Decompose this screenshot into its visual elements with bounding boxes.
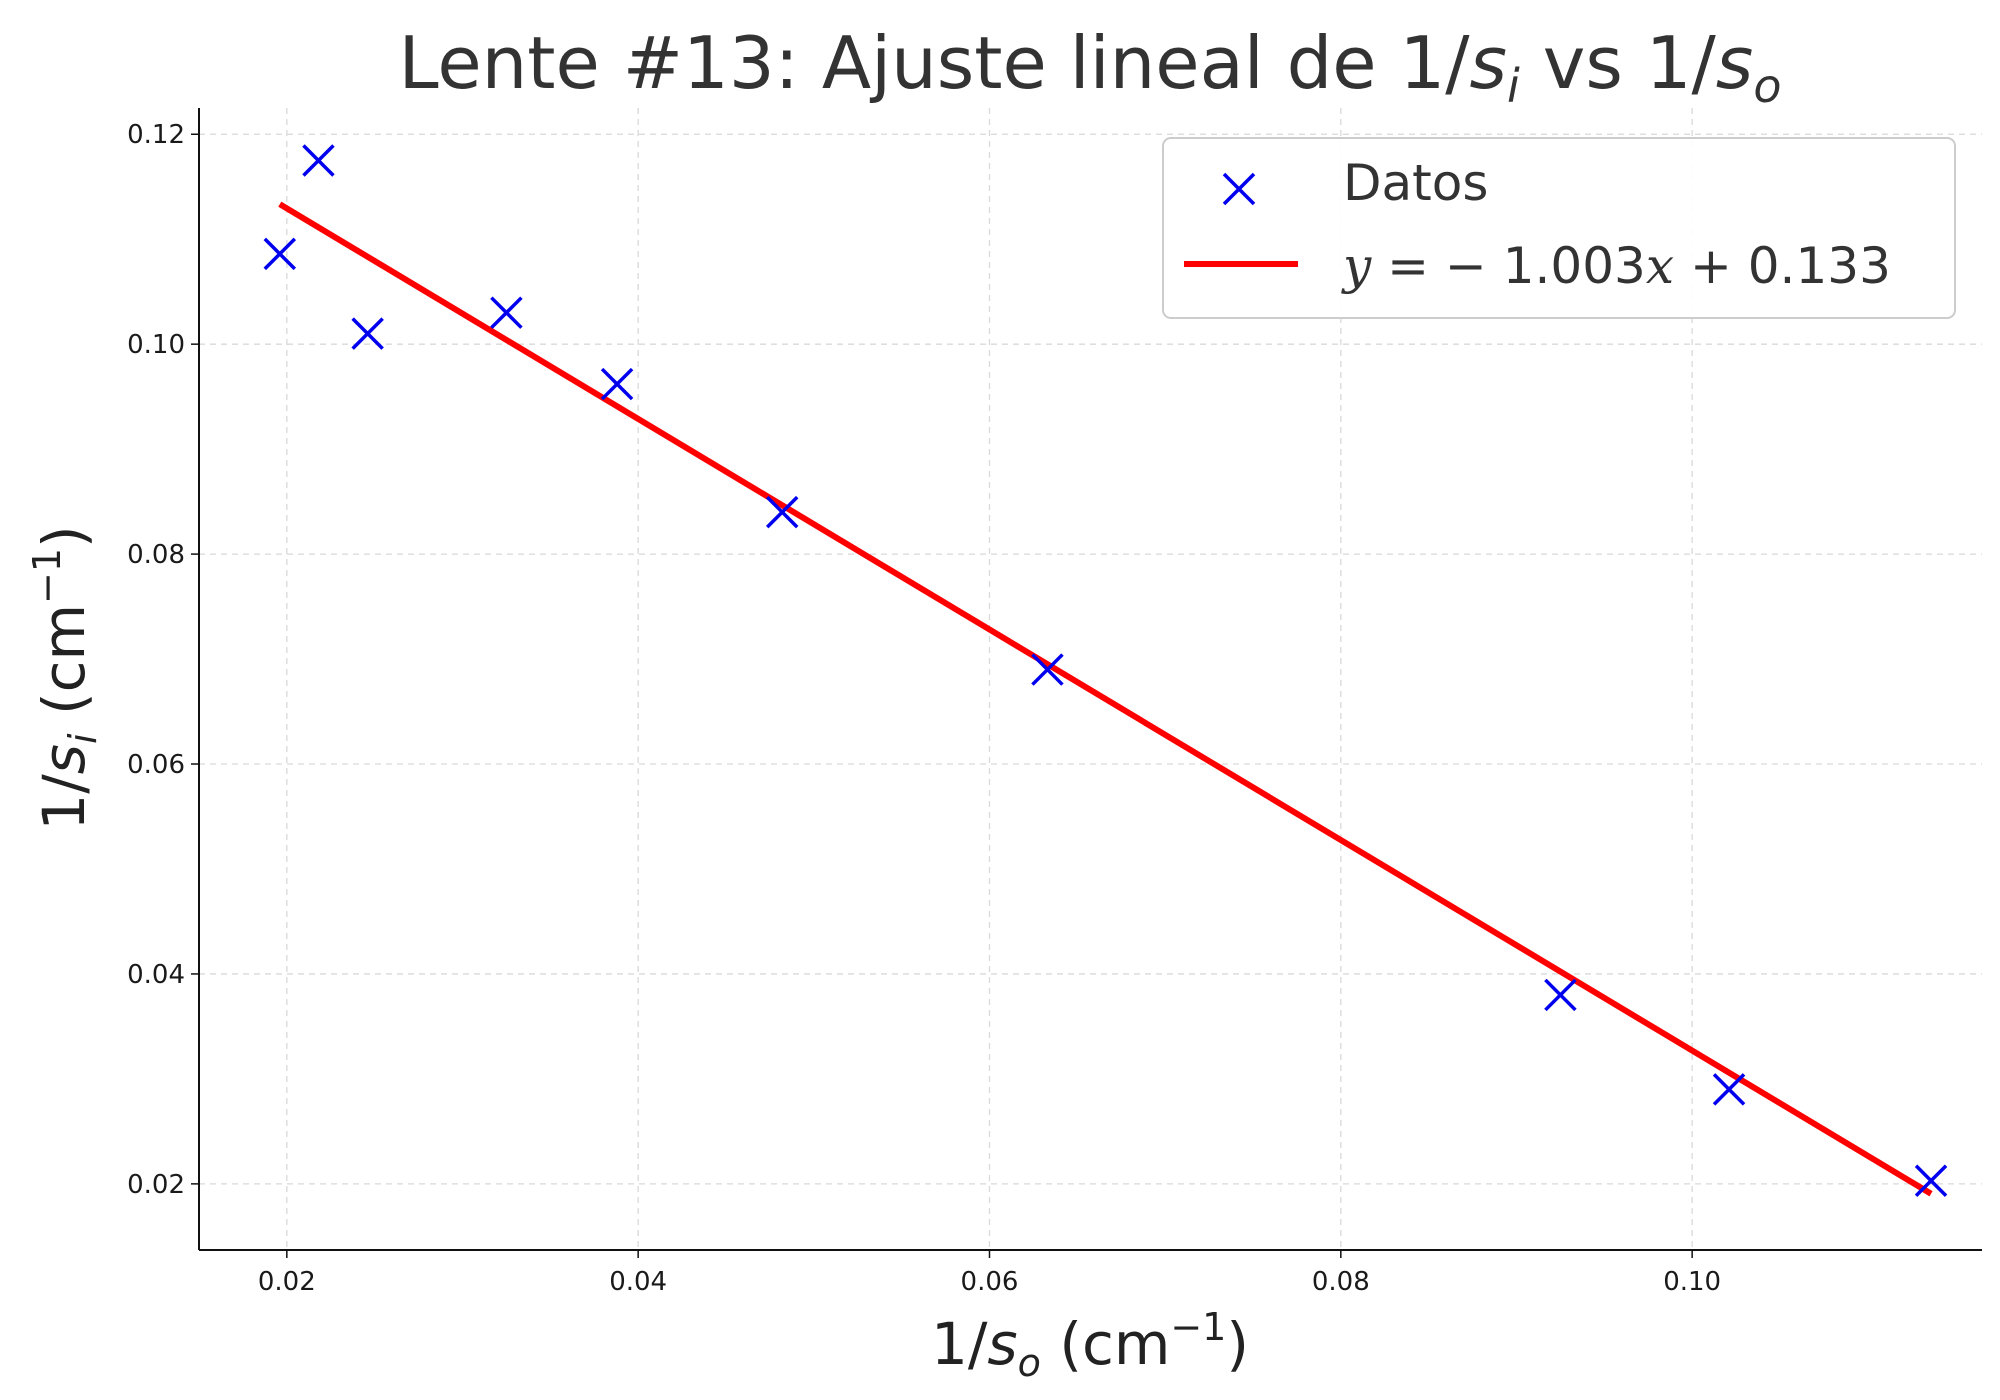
- y-label-prefix: 1/: [30, 774, 98, 831]
- y-label-sub: i: [61, 733, 105, 744]
- legend-fit-x: x: [1646, 237, 1674, 295]
- data-point: [490, 296, 523, 329]
- legend: Datos y = − 1.003x + 0.133: [1162, 137, 1956, 319]
- data-point: [600, 367, 634, 401]
- x-tick-label: 0.02: [258, 1267, 316, 1297]
- chart-title: Lente #13: Ajuste lineal de 1/si vs 1/so: [399, 21, 1782, 113]
- data-point: [1031, 653, 1064, 686]
- legend-label-fit: y = − 1.003x + 0.133: [1341, 237, 1891, 295]
- legend-fit-eq: = − 1.003: [1371, 237, 1646, 295]
- legend-fit-y: y: [1341, 237, 1372, 295]
- legend-marker-datos: [1222, 172, 1256, 206]
- data-point: [1914, 1164, 1948, 1197]
- x-tick-label: 0.08: [1312, 1267, 1370, 1297]
- y-ticks: 0.02 0.04 0.06 0.08 0.10 0.12: [127, 120, 199, 1200]
- y-tick-label: 0.06: [127, 750, 185, 780]
- y-label-unit-open: (cm: [30, 604, 98, 733]
- title-prefix: Lente #13: Ajuste lineal de 1/: [399, 21, 1471, 105]
- y-tick-label: 0.02: [127, 1170, 185, 1200]
- title-mid: vs 1/: [1520, 21, 1717, 105]
- data-point: [302, 144, 335, 177]
- x-label-sub: o: [1018, 1341, 1041, 1385]
- data-point: [263, 237, 297, 271]
- title-sub2: o: [1753, 59, 1781, 113]
- title-sub1: i: [1507, 59, 1520, 113]
- y-tick-label: 0.10: [127, 330, 185, 360]
- x-axis-label: 1/so (cm−1): [931, 1305, 1249, 1385]
- x-label-unit-open: (cm: [1041, 1310, 1170, 1378]
- data-point: [1544, 978, 1577, 1012]
- title-var2: s: [1716, 21, 1754, 105]
- axes: [198, 108, 1982, 1251]
- data-point: [1712, 1073, 1746, 1106]
- x-tick-label: 0.06: [961, 1267, 1019, 1297]
- x-label-var: s: [987, 1310, 1017, 1378]
- title-var1: s: [1470, 21, 1508, 105]
- y-tick-label: 0.08: [127, 540, 185, 570]
- x-label-prefix: 1/: [931, 1310, 988, 1378]
- data-point: [765, 495, 799, 529]
- legend-fit-rest: + 0.133: [1674, 237, 1891, 295]
- y-label-var: s: [30, 744, 98, 774]
- y-tick-label: 0.04: [127, 960, 185, 990]
- y-tick-label: 0.12: [127, 120, 185, 150]
- data-point: [351, 317, 384, 350]
- y-label-sup: −1: [25, 548, 69, 604]
- legend-box: [1162, 137, 1956, 319]
- y-axis-label: 1/si (cm−1): [25, 525, 105, 830]
- legend-label-datos: Datos: [1343, 154, 1488, 212]
- x-tick-label: 0.04: [609, 1267, 667, 1297]
- x-label-unit-close: ): [1226, 1310, 1249, 1378]
- x-tick-label: 0.10: [1663, 1267, 1721, 1297]
- x-label-sup: −1: [1170, 1305, 1226, 1349]
- fit-line: [278, 201, 1933, 1197]
- x-ticks: 0.02 0.04 0.06 0.08 0.10: [258, 1250, 1721, 1297]
- y-label-unit-close: ): [30, 525, 98, 548]
- fit-line-layer: [278, 201, 1933, 1197]
- data-points: [263, 144, 1948, 1197]
